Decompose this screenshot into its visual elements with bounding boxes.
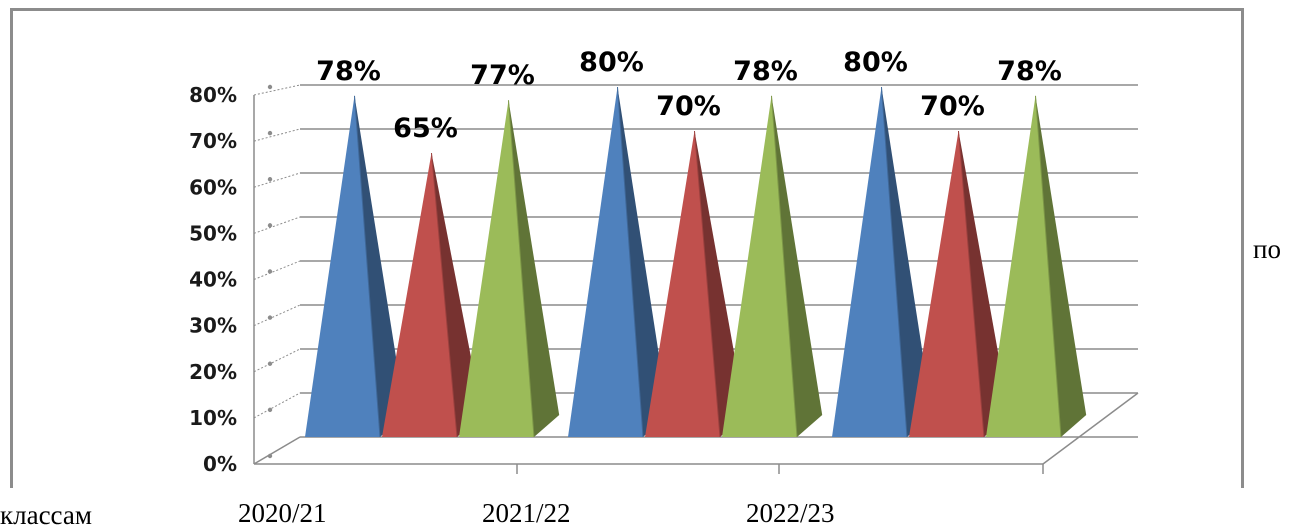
pyramid-side-face (958, 131, 1010, 437)
data-label-3-1: 80% (843, 47, 908, 78)
data-label-2-2: 70% (656, 91, 721, 122)
y-tick-label: 20% (189, 360, 237, 384)
pyramid-bar-2-2 (645, 130, 746, 438)
pyramid-bar-3-3 (986, 95, 1087, 438)
y-tick-label: 60% (189, 175, 237, 199)
pyramid-front-face (459, 100, 534, 437)
pyramid-front-face (832, 87, 907, 437)
gridline-side-dot (267, 453, 273, 459)
data-label-3-3: 78% (997, 56, 1062, 87)
x-axis-label-3: 2022/23 (746, 498, 835, 528)
caption-right-text: по (1253, 234, 1281, 264)
pyramid-edge (958, 130, 985, 438)
y-tick-label: 40% (189, 268, 237, 292)
pyramid-front-face (909, 131, 984, 437)
data-label-2-3: 78% (733, 56, 798, 87)
y-tick-label: 80% (189, 83, 237, 107)
gridline-side (253, 392, 301, 419)
gridline-side-dot (267, 84, 273, 90)
gridline-side-dot (267, 223, 273, 228)
chart-bars (305, 86, 1087, 438)
gridline-side (253, 84, 301, 96)
caption-left-text: классам (0, 500, 92, 530)
chart-data-labels: 78% 65% 77% 80% 70% 78% 80% 70% 78% (316, 47, 1062, 144)
y-tick-label: 10% (189, 406, 237, 430)
gridline-side (253, 128, 301, 142)
y-axis-ticks: 0% 10% 20% 30% 40% 50% 60% 70% 80% (189, 83, 237, 476)
pyramid-edge (1035, 95, 1062, 438)
pyramid-edge (508, 100, 535, 438)
pyramid-front-face (382, 153, 457, 437)
gridline-side-dot (267, 407, 273, 413)
data-label-1-1: 78% (316, 56, 381, 87)
x-axis-label-2: 2021/22 (482, 498, 571, 528)
pyramid-edge (617, 86, 644, 438)
pyramid-bar-2-1 (568, 86, 669, 438)
data-label-1-2: 65% (393, 113, 458, 144)
y-tick-label: 0% (203, 452, 237, 476)
gridline-side-dot (267, 315, 273, 320)
chart-walls (253, 95, 1139, 474)
floor-right-edge (1042, 392, 1139, 465)
pyramid-side-face (881, 87, 933, 437)
pyramid-edge (881, 86, 908, 438)
pyramid-side-face (617, 87, 669, 437)
gridline-side (253, 348, 301, 373)
pyramid-bar-2-3 (722, 95, 823, 438)
y-tick-label: 50% (189, 221, 237, 245)
pyramid-side-face (771, 95, 823, 438)
gridline-side-dot (267, 269, 273, 274)
pyramid-edge (354, 95, 381, 438)
pyramid-side-face (694, 131, 746, 437)
gridline-side-dot (267, 361, 273, 366)
pyramid-edge (771, 95, 798, 438)
gridline-side (253, 172, 301, 188)
pyramid-side-face (1035, 95, 1087, 438)
y-tick-label: 30% (189, 314, 237, 338)
pyramid-front-face (568, 87, 643, 437)
pyramid-front-face (305, 95, 380, 438)
pyramid-bar-1-3 (459, 100, 560, 438)
data-label-1-3: 77% (470, 60, 535, 91)
pyramid-side-face (508, 100, 560, 437)
pyramid-edge (431, 152, 458, 438)
x-axis-label-1: 2020/21 (238, 498, 327, 528)
gridline-side-dot (267, 130, 273, 136)
pyramid-edge (694, 130, 721, 438)
pyramid-bar-3-2 (909, 130, 1010, 438)
gridline-side (253, 260, 301, 280)
gridline-side (253, 436, 301, 465)
pyramid-front-face (722, 95, 797, 438)
pyramid-front-face (986, 95, 1061, 438)
data-label-3-2: 70% (920, 91, 985, 122)
data-label-2-1: 80% (579, 47, 644, 78)
pyramid-front-face (645, 131, 720, 437)
pyramid-bar-1-1 (305, 95, 406, 438)
pyramid-side-face (354, 95, 406, 438)
gridline-side (253, 216, 301, 234)
pyramid-bar-3-1 (832, 86, 933, 438)
y-tick-label: 70% (189, 129, 237, 153)
gridline-side-dot (267, 177, 273, 182)
gridline-side (253, 304, 301, 327)
